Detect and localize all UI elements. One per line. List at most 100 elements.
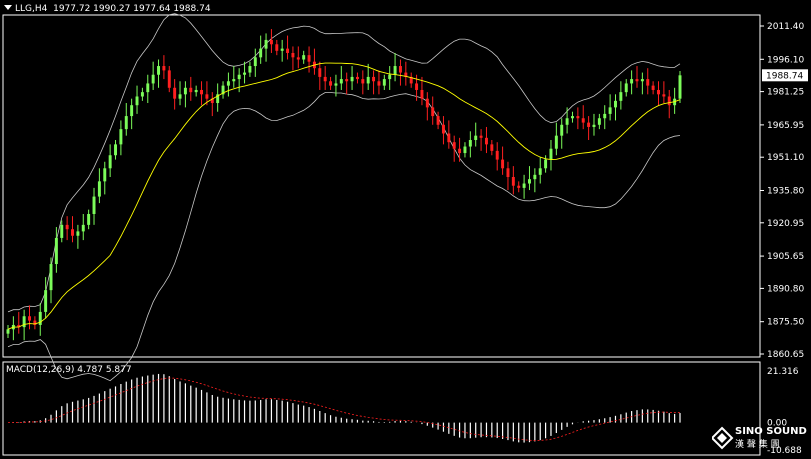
price-panel-frame: [2, 14, 761, 358]
candle-body: [130, 105, 134, 117]
candle-body: [409, 76, 413, 84]
candle-body: [108, 155, 112, 169]
candle-body: [210, 98, 214, 104]
candle-body: [114, 144, 117, 156]
candle-body: [398, 66, 402, 73]
candle-body: [329, 81, 333, 86]
candle-body: [425, 98, 429, 108]
candle-body: [495, 150, 499, 160]
candle-body: [87, 213, 91, 225]
candle-body: [441, 124, 445, 134]
candle-body: [345, 79, 349, 82]
candle-body: [135, 96, 139, 106]
candle-body: [630, 79, 634, 84]
candle-body: [544, 159, 548, 169]
candle-body: [624, 83, 628, 93]
sino-sound-logo: SINO SOUND 漢 聲 集 團: [712, 426, 807, 450]
candle-body: [640, 79, 644, 82]
candle-body: [194, 89, 198, 93]
candle-body: [549, 148, 553, 160]
candle-body: [565, 118, 569, 125]
price-tick-label: 2011.40: [767, 22, 804, 32]
candle-body: [189, 87, 193, 93]
candle-body: [527, 179, 531, 184]
candle-body: [490, 144, 494, 151]
candle-body: [614, 100, 617, 108]
candle-body: [81, 224, 85, 232]
candle-body: [38, 311, 42, 325]
macd-tick-label: 0.00: [767, 419, 787, 429]
candle-body: [468, 140, 472, 147]
macd-label: MACD(12,26,9) 4.787 5.877: [6, 365, 132, 375]
candle-body: [71, 229, 74, 236]
candle-body: [280, 48, 284, 51]
candle-body: [173, 87, 177, 99]
candle-body: [511, 176, 515, 186]
candle-body: [474, 135, 478, 141]
diamond-logo-icon: [712, 426, 734, 450]
candle-body: [17, 324, 21, 328]
candle-body: [506, 168, 510, 177]
candle-body: [275, 44, 279, 51]
candle-body: [484, 137, 488, 145]
candle-body: [28, 316, 31, 321]
candle-body: [286, 48, 290, 53]
candle-body: [216, 94, 220, 104]
candle-body: [366, 76, 370, 84]
candle-body: [221, 85, 225, 95]
price-tick-label: 1981.25: [767, 88, 804, 98]
candle-body: [205, 94, 209, 99]
candle-body: [151, 74, 155, 84]
candle-body: [323, 76, 327, 82]
candle-body: [388, 74, 392, 80]
candle-body: [382, 79, 386, 86]
candle-body: [458, 148, 462, 154]
bollinger-lower-band: [7, 92, 681, 382]
macd-tick-label: -10.688: [767, 446, 802, 456]
candle-body: [447, 133, 451, 143]
candle-body: [119, 129, 123, 145]
candle-body: [243, 72, 247, 75]
candle-body: [361, 79, 365, 84]
candle-body: [248, 66, 252, 73]
candle-body: [339, 79, 343, 84]
candle-body: [415, 83, 419, 90]
candle-body: [146, 83, 150, 93]
candle-body: [651, 85, 655, 90]
candle-body: [646, 79, 650, 86]
candle-body: [307, 55, 311, 62]
candle-body: [6, 329, 10, 334]
candle-body: [463, 146, 467, 154]
price-tick-label: 1951.10: [767, 153, 804, 163]
candle-body: [183, 87, 187, 95]
candle-body: [603, 113, 607, 119]
dropdown-triangle-icon[interactable]: [4, 5, 12, 10]
candle-body: [22, 316, 26, 328]
ohlc-readout: 1977.72 1990.27 1977.64 1988.74: [53, 4, 211, 14]
candle-body: [608, 107, 612, 114]
price-tick-label: 1965.95: [767, 121, 804, 131]
price-tick-label: 1920.95: [767, 219, 804, 229]
candle-body: [533, 174, 537, 180]
candle-body: [554, 135, 558, 149]
candle-body: [291, 52, 295, 58]
candle-body: [97, 181, 101, 197]
candle-body: [581, 118, 585, 123]
symbol-label: LLG,H4: [15, 4, 48, 14]
macd-signal-line: [8, 377, 681, 441]
candle-body: [157, 66, 161, 75]
candle-body: [33, 320, 37, 325]
moving-average-line: [7, 62, 681, 330]
candle-body: [302, 55, 306, 60]
candle-body: [124, 116, 128, 130]
candle-body: [54, 237, 58, 265]
candle-body: [65, 224, 69, 230]
candle-body: [296, 57, 300, 60]
candle-body: [76, 231, 80, 236]
candle-body: [140, 92, 144, 97]
price-tick-label: 1860.65: [767, 350, 804, 360]
macd-panel-frame: [2, 361, 761, 456]
candle-body: [420, 89, 424, 99]
candle-body: [587, 122, 591, 127]
